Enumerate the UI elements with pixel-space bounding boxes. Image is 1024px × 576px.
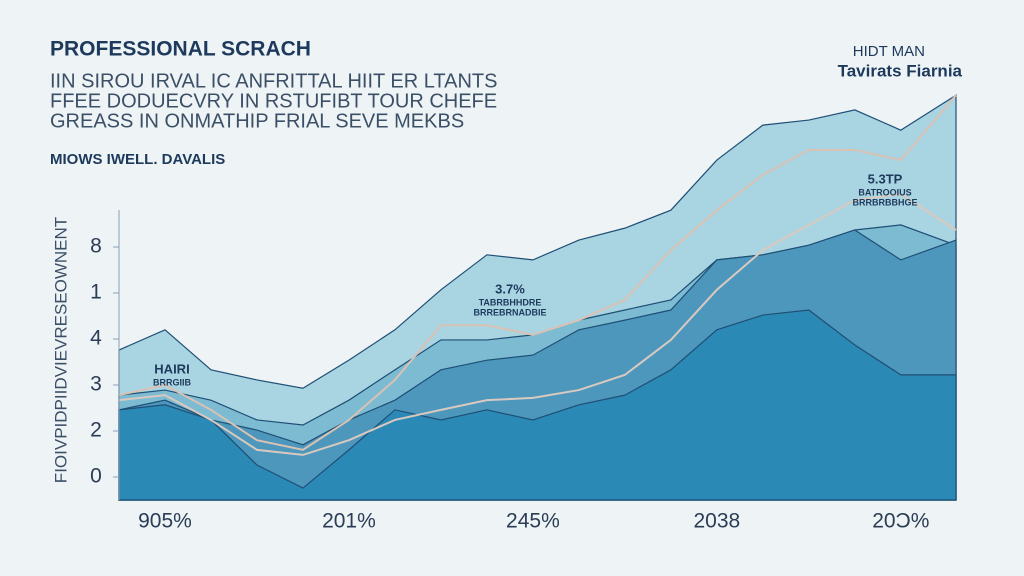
y-axis-label: FIOIVPIDPIIDVIEVRESEOWNENT	[51, 217, 70, 483]
annotation-line: BRRGIIB	[153, 377, 192, 387]
annotation: HAIRI	[154, 361, 189, 376]
annotation: 5.3TP	[868, 171, 903, 186]
y-tick-label: 8	[90, 235, 102, 258]
y-tick-label: 3	[90, 373, 102, 396]
annotation-line: BRREBRNADBIE	[473, 307, 546, 317]
trend-line	[118, 193, 957, 456]
y-tick-label: 2	[90, 419, 102, 442]
annotation: 3.7%	[495, 281, 525, 296]
subtitle: GREASS IN ONMATHIP FRIAL SEVE MEKBS	[50, 110, 464, 132]
area	[118, 309, 957, 501]
y-tick-label: 1	[90, 281, 102, 304]
subtitle: FFEE DODUECVRY IN RSTUFIBT TOUR CHEFE	[50, 90, 497, 112]
x-tick-label: 905%	[138, 510, 192, 533]
x-tick-label: 2038	[693, 510, 740, 533]
subtitle: IIN SIROU IRVAL IC ANFRITTAL HIIT ER LTA…	[50, 70, 497, 92]
y-tick-label: 0	[90, 465, 102, 488]
x-tick-label: 245%	[506, 510, 560, 533]
legend-title: HIDT MAN	[853, 43, 925, 60]
annotation-line: BRRBRBBHGE	[853, 197, 918, 207]
annotation-line: BATROOIUS	[858, 187, 911, 197]
x-tick-label: 20Ɔ%	[872, 510, 929, 533]
legend-subtitle: Tavirats Fiarnia	[838, 61, 963, 80]
note: MIOWS IWELL. DAVALIS	[50, 151, 225, 168]
annotation-line: TABRBHHDRE	[479, 297, 542, 307]
x-tick-label: 201%	[322, 510, 376, 533]
y-tick-label: 4	[90, 327, 102, 350]
trend-line	[118, 94, 957, 451]
chart-title: PROFESSIONAL SCRACH	[50, 38, 311, 61]
